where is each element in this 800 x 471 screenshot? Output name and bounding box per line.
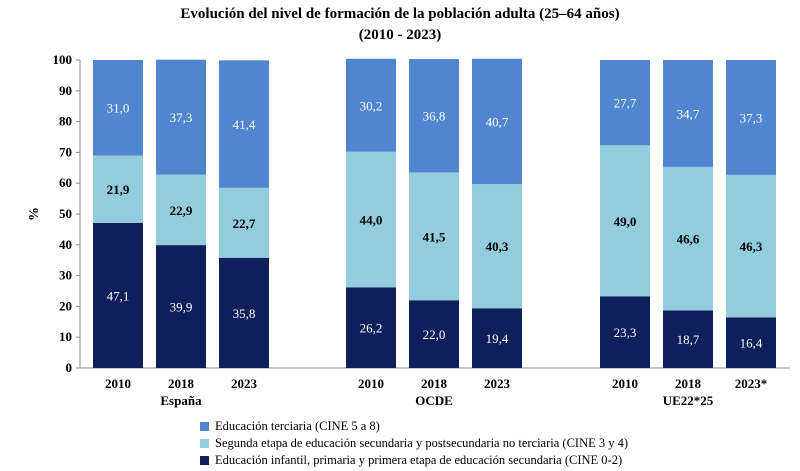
data-label: 26,2 bbox=[360, 321, 383, 336]
bar-segment bbox=[472, 184, 522, 309]
bar-segment bbox=[93, 155, 143, 223]
bar-segment bbox=[726, 317, 776, 368]
data-label: 18,7 bbox=[677, 332, 700, 347]
legend-entry: Educación terciaria (CINE 5 a 8) bbox=[200, 418, 628, 435]
y-tick-label: 90 bbox=[59, 83, 72, 98]
bar-segment bbox=[156, 59, 206, 175]
data-label: 31,0 bbox=[107, 101, 130, 116]
bar-segment bbox=[156, 174, 206, 246]
y-tick-label: 60 bbox=[59, 175, 72, 190]
legend-entry: Segunda etapa de educación secundaria y … bbox=[200, 435, 628, 452]
x-tick-label: 2018 bbox=[675, 376, 702, 391]
x-tick-label: 2023* bbox=[735, 376, 768, 391]
data-label: 19,4 bbox=[486, 331, 509, 346]
x-tick-label: 2010 bbox=[105, 376, 131, 391]
y-tick-label: 100 bbox=[53, 52, 73, 67]
chart-title: Evolución del nivel de formación de la p… bbox=[180, 6, 620, 22]
data-label: 22,0 bbox=[423, 327, 446, 342]
data-label: 30,2 bbox=[360, 98, 383, 113]
bar-segment bbox=[726, 174, 776, 318]
data-label: 46,3 bbox=[740, 239, 763, 254]
data-label: 49,0 bbox=[614, 214, 637, 229]
y-tick-label: 0 bbox=[66, 360, 73, 375]
y-axis-label: % bbox=[27, 207, 42, 221]
group-label: España bbox=[160, 393, 202, 408]
data-label: 39,9 bbox=[170, 300, 193, 315]
x-tick-label: 2010 bbox=[358, 376, 384, 391]
bar-segment bbox=[346, 287, 396, 368]
bar-segment bbox=[156, 245, 206, 368]
legend-swatch-upper-secondary bbox=[200, 439, 209, 448]
y-tick-label: 20 bbox=[59, 298, 72, 313]
x-tick-label: 2018 bbox=[421, 376, 448, 391]
bar-segment bbox=[346, 151, 396, 288]
chart-legend: Educación terciaria (CINE 5 a 8) Segunda… bbox=[200, 418, 628, 469]
legend-swatch-lower-secondary bbox=[200, 456, 209, 465]
bar-segment bbox=[219, 60, 269, 188]
data-label: 37,3 bbox=[740, 110, 763, 125]
bar-segment bbox=[409, 59, 459, 173]
data-label: 47,1 bbox=[107, 288, 130, 303]
legend-label-tertiary: Educación terciaria (CINE 5 a 8) bbox=[215, 419, 380, 433]
legend-label-lower-secondary: Educación infantil, primaria y primera e… bbox=[215, 453, 623, 467]
bar-segment bbox=[93, 60, 143, 156]
bar-segment bbox=[472, 308, 522, 368]
bar-segment bbox=[93, 222, 143, 368]
data-label: 21,9 bbox=[107, 182, 130, 197]
y-tick-label: 80 bbox=[59, 114, 72, 129]
data-label: 40,3 bbox=[486, 239, 509, 254]
bar-segment bbox=[409, 300, 459, 368]
legend-entry: Educación infantil, primaria y primera e… bbox=[200, 452, 628, 469]
bar-segment bbox=[663, 60, 713, 167]
y-tick-label: 50 bbox=[59, 206, 72, 221]
bar-segment bbox=[600, 296, 650, 368]
data-label: 35,8 bbox=[233, 306, 256, 321]
data-label: 36,8 bbox=[423, 109, 446, 124]
bar-segment bbox=[663, 166, 713, 311]
data-label: 22,7 bbox=[233, 216, 256, 231]
bar-segment bbox=[409, 172, 459, 301]
data-label: 22,9 bbox=[170, 203, 193, 218]
group-label: OCDE bbox=[415, 393, 453, 408]
x-tick-label: 2023 bbox=[231, 376, 258, 391]
bar-segment bbox=[726, 60, 776, 175]
x-tick-label: 2010 bbox=[612, 376, 638, 391]
data-label: 37,3 bbox=[170, 110, 193, 125]
y-tick-label: 30 bbox=[59, 268, 72, 283]
bar-segment bbox=[600, 145, 650, 297]
data-label: 34,7 bbox=[677, 106, 700, 121]
data-label: 40,7 bbox=[486, 114, 509, 129]
y-tick-label: 40 bbox=[59, 237, 72, 252]
data-label: 41,4 bbox=[233, 117, 256, 132]
y-tick-label: 70 bbox=[59, 144, 72, 159]
group-label: UE22*25 bbox=[663, 393, 714, 408]
bar-segment bbox=[219, 187, 269, 258]
data-label: 27,7 bbox=[614, 96, 637, 111]
data-label: 46,6 bbox=[677, 232, 700, 247]
bar-segment bbox=[472, 58, 522, 185]
bar-segment bbox=[600, 60, 650, 146]
x-tick-label: 2023 bbox=[484, 376, 511, 391]
data-label: 44,0 bbox=[360, 213, 383, 228]
bar-segment bbox=[219, 257, 269, 368]
data-label: 16,4 bbox=[740, 336, 763, 351]
data-label: 41,5 bbox=[423, 229, 446, 244]
stacked-bar-chart: 0 10 20 30 40 50 60 70 80 90 100% 47,1 21,9 31,0 2010 3… bbox=[27, 52, 790, 408]
bar-segment bbox=[663, 310, 713, 368]
data-label: 23,3 bbox=[614, 325, 637, 340]
y-tick-label: 10 bbox=[59, 329, 72, 344]
bar-segment bbox=[346, 58, 396, 152]
x-tick-label: 2018 bbox=[168, 376, 195, 391]
chart-subtitle: (2010 - 2023) bbox=[358, 27, 442, 43]
legend-label-upper-secondary: Segunda etapa de educación secundaria y … bbox=[215, 436, 629, 450]
legend-swatch-tertiary bbox=[200, 422, 209, 431]
